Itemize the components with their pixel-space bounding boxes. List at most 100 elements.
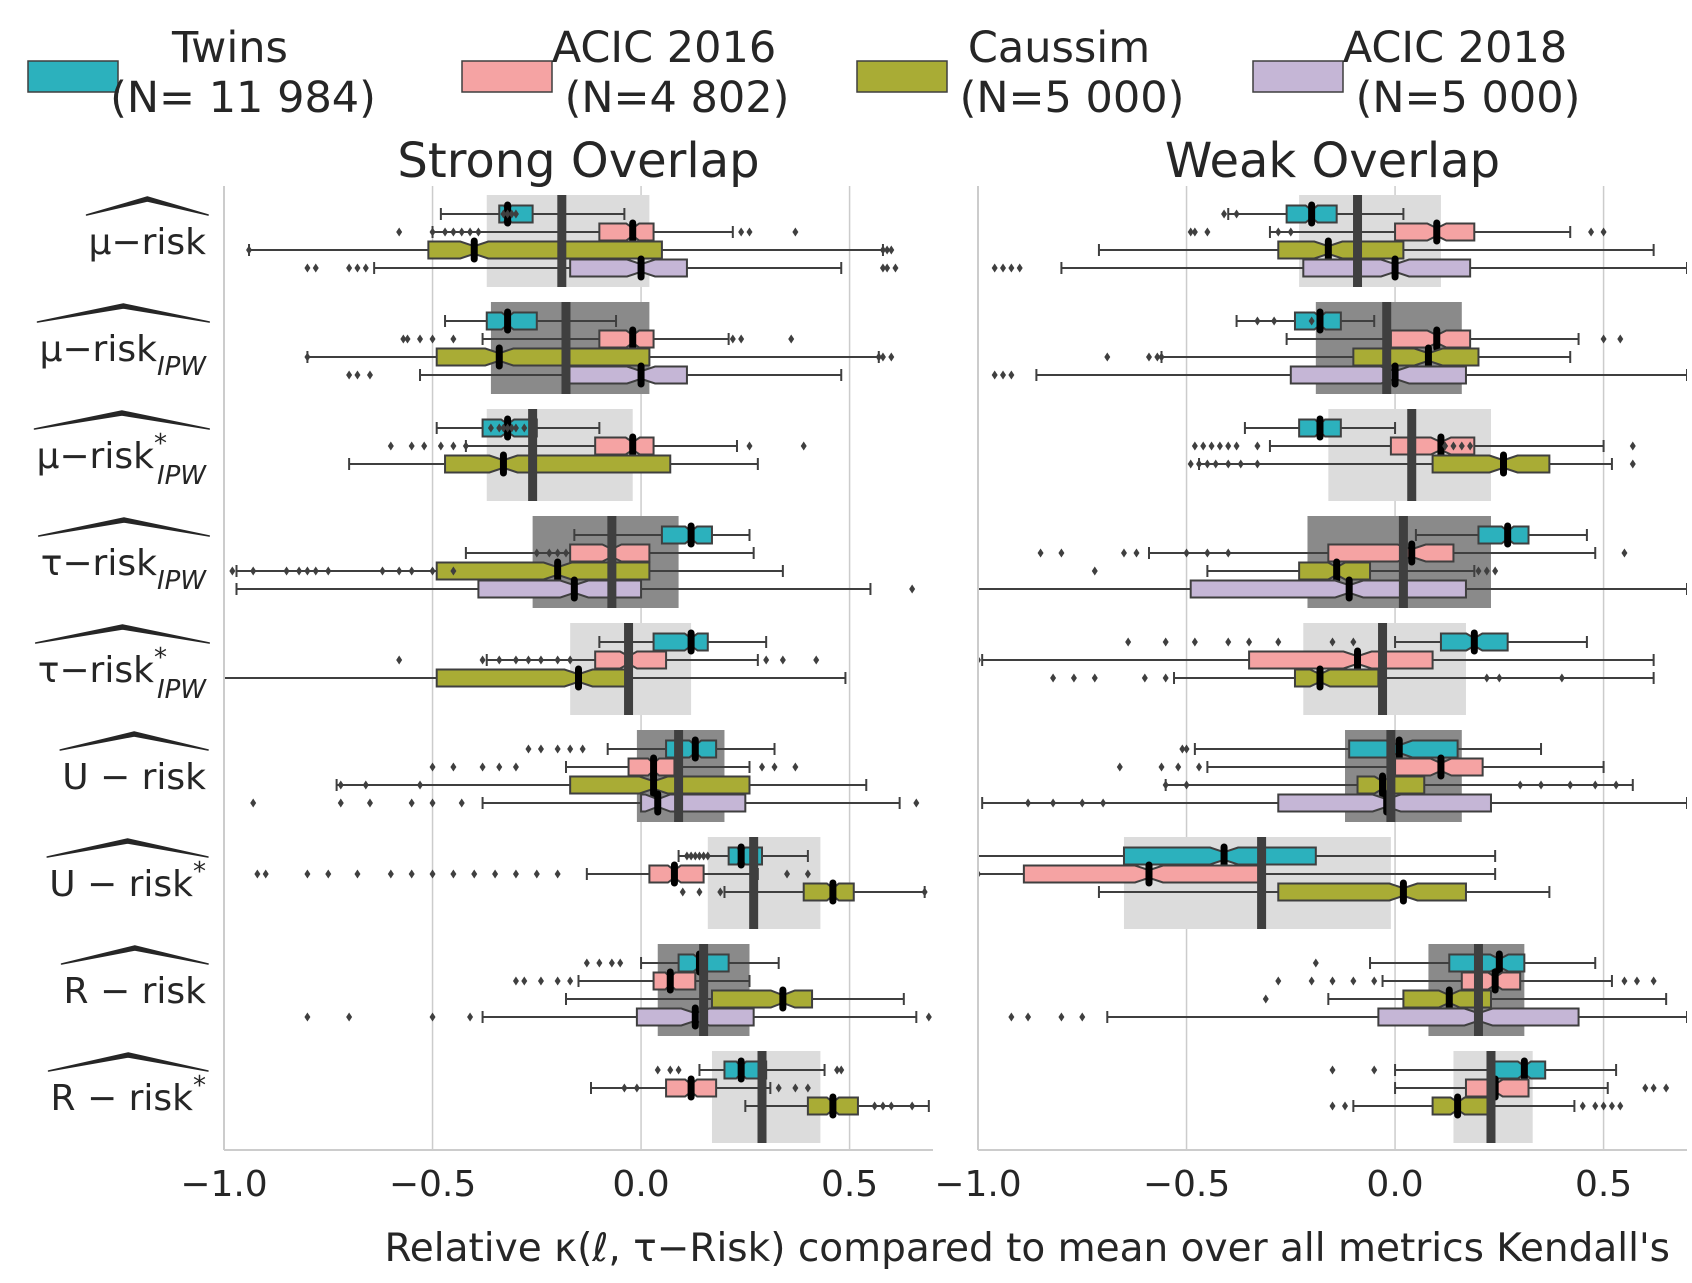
x-axis-label: Relative κ(ℓ, τ−Risk) compared to mean o… bbox=[384, 1226, 1670, 1271]
outlier-point bbox=[1237, 459, 1244, 469]
outlier-point bbox=[1008, 370, 1015, 380]
row-label-base: τ−risk bbox=[41, 543, 157, 584]
outlier-point bbox=[779, 655, 786, 665]
hat-accent bbox=[34, 624, 211, 644]
box-body bbox=[435, 668, 630, 688]
outlier-point bbox=[1629, 459, 1636, 469]
outlier-point bbox=[1050, 673, 1057, 683]
outlier-point bbox=[654, 1065, 661, 1075]
outlier-point bbox=[1008, 1012, 1015, 1022]
box-body bbox=[1431, 454, 1551, 474]
outlier-point bbox=[362, 263, 369, 273]
box-caussim bbox=[1329, 1093, 1624, 1119]
box-body bbox=[435, 561, 651, 581]
outlier-point bbox=[421, 441, 428, 451]
box-acic-2018 bbox=[1008, 1004, 1687, 1030]
box-body bbox=[569, 258, 688, 278]
box-body bbox=[594, 436, 655, 456]
outlier-point bbox=[346, 263, 353, 273]
outlier-point bbox=[1058, 548, 1065, 558]
metric-row bbox=[224, 623, 847, 715]
outlier-point bbox=[450, 566, 457, 576]
legend-item: ACIC 2018(N=5 000) bbox=[1252, 23, 1580, 123]
outlier-point bbox=[1483, 566, 1490, 576]
outlier-point bbox=[925, 1012, 932, 1022]
outlier-point bbox=[579, 744, 586, 754]
box-acic-2016 bbox=[978, 647, 1655, 673]
box-body bbox=[435, 347, 651, 367]
outlier-point bbox=[1158, 762, 1165, 772]
outlier-point bbox=[1183, 744, 1190, 754]
outlier-point bbox=[1275, 227, 1282, 237]
box-acic-2016 bbox=[1275, 968, 1657, 994]
box-twins bbox=[435, 415, 601, 441]
outlier-point bbox=[1037, 548, 1044, 558]
box-acic-2018 bbox=[346, 362, 843, 388]
outlier-point bbox=[337, 798, 344, 808]
outlier-point bbox=[633, 1083, 640, 1093]
outlier-point bbox=[1133, 548, 1140, 558]
metric-row bbox=[978, 623, 1655, 715]
outlier-point bbox=[1225, 548, 1232, 558]
x-tick-label: −1.0 bbox=[934, 1164, 1021, 1205]
outlier-point bbox=[759, 762, 766, 772]
outlier-point bbox=[246, 245, 253, 255]
legend-label-line1: ACIC 2018 bbox=[1343, 23, 1568, 73]
outlier-point bbox=[1200, 441, 1207, 451]
outlier-point bbox=[1058, 1012, 1065, 1022]
outlier-point bbox=[1492, 566, 1499, 576]
outlier-point bbox=[696, 851, 703, 861]
metric-row bbox=[254, 837, 928, 929]
outlier-point bbox=[804, 869, 811, 879]
outlier-point bbox=[1025, 798, 1032, 808]
outlier-point bbox=[362, 780, 369, 790]
outlier-point bbox=[533, 869, 540, 879]
box-acic-2016 bbox=[1285, 326, 1624, 352]
outlier-point bbox=[1246, 637, 1253, 647]
row-label-text: U − risk bbox=[62, 757, 206, 798]
outlier-point bbox=[1275, 637, 1282, 647]
outlier-point bbox=[429, 227, 436, 237]
outlier-point bbox=[1091, 566, 1098, 576]
outlier-point bbox=[1145, 352, 1152, 362]
x-tick-label: 0.0 bbox=[612, 1164, 669, 1205]
box-body bbox=[1389, 329, 1472, 349]
legend-label-line2: (N= 11 984) bbox=[110, 73, 376, 123]
hat-accent bbox=[60, 945, 209, 965]
outlier-point bbox=[387, 869, 394, 879]
outlier-point bbox=[1191, 637, 1198, 647]
outlier-point bbox=[346, 1012, 353, 1022]
outlier-point bbox=[429, 566, 436, 576]
outlier-point bbox=[1000, 263, 1007, 273]
box-acic-2016 bbox=[396, 647, 820, 673]
outlier-point bbox=[1070, 673, 1077, 683]
outlier-point bbox=[838, 1065, 845, 1075]
metric-row bbox=[304, 944, 932, 1036]
outlier-point bbox=[688, 851, 695, 861]
outlier-point bbox=[800, 441, 807, 451]
outlier-point bbox=[683, 851, 690, 861]
outlier-point bbox=[458, 798, 465, 808]
outlier-point bbox=[1154, 352, 1161, 362]
outlier-point bbox=[1663, 1083, 1670, 1093]
outlier-point bbox=[746, 227, 753, 237]
hat-accent bbox=[46, 838, 209, 858]
box-body bbox=[1293, 668, 1380, 688]
box-twins bbox=[1414, 522, 1588, 548]
outlier-point bbox=[763, 655, 770, 665]
row-label-sup: * bbox=[154, 429, 167, 459]
x-tick-label: −0.5 bbox=[389, 1164, 476, 1205]
outlier-point bbox=[1308, 316, 1315, 326]
outlier-point bbox=[512, 423, 519, 433]
box-acic-2016 bbox=[978, 861, 1497, 887]
outlier-point bbox=[1233, 441, 1240, 451]
outlier-point bbox=[921, 887, 928, 897]
outlier-point bbox=[667, 1065, 674, 1075]
outlier-point bbox=[408, 869, 415, 879]
row-label-text: μ−risk* IPW bbox=[36, 429, 207, 491]
outlier-point bbox=[1613, 780, 1620, 790]
x-tick-label: −0.5 bbox=[1143, 1164, 1230, 1205]
outlier-point bbox=[304, 566, 311, 576]
outlier-point bbox=[792, 762, 799, 772]
outlier-point bbox=[379, 566, 386, 576]
